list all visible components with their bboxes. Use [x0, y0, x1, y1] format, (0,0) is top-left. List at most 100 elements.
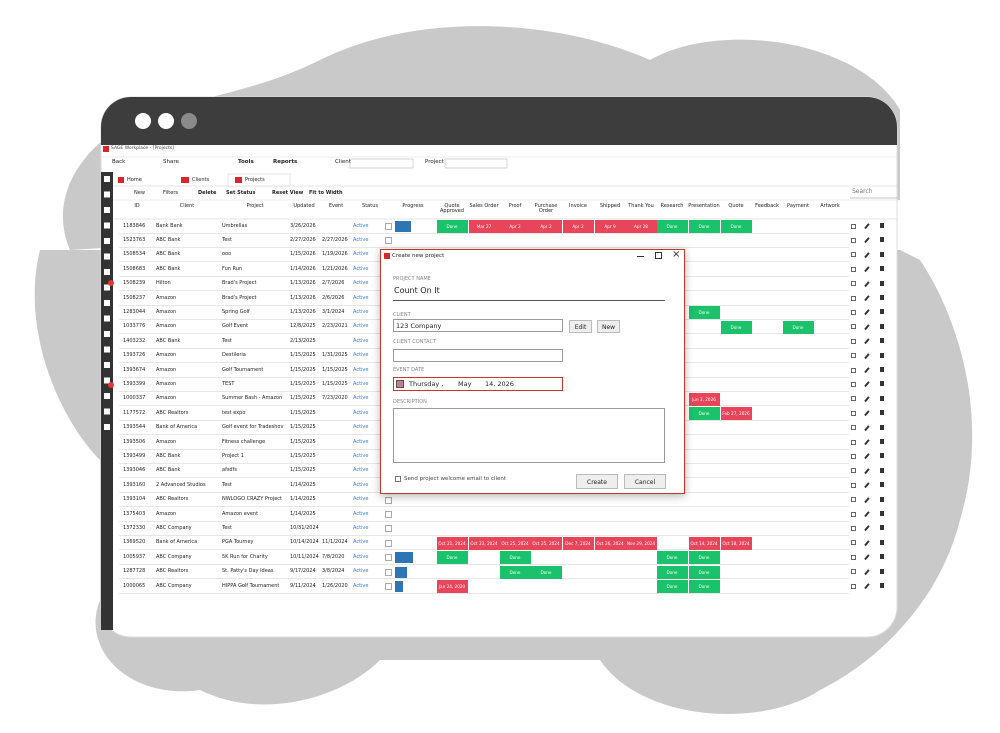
- maximize[interactable]: [655, 252, 662, 259]
- row-dropdown[interactable]: [385, 223, 392, 230]
- row-dropdown[interactable]: [385, 511, 392, 518]
- stage-cell[interactable]: Jan 24, 2020: [436, 580, 468, 593]
- stage-cell[interactable]: Done: [688, 551, 720, 565]
- sidebar-icon[interactable]: [104, 300, 110, 306]
- delete-icon[interactable]: [880, 453, 884, 459]
- delete-icon[interactable]: [880, 496, 884, 502]
- row-checkbox[interactable]: [851, 497, 856, 503]
- action-button[interactable]: New: [134, 190, 145, 196]
- stage-cell[interactable]: Done: [436, 551, 468, 565]
- row-checkbox[interactable]: [851, 439, 856, 445]
- row-checkbox[interactable]: [851, 396, 856, 402]
- stage-cell[interactable]: Mar 27: [468, 220, 500, 233]
- sidebar-icon[interactable]: [104, 253, 110, 260]
- delete-icon[interactable]: [880, 338, 884, 344]
- close[interactable]: ×: [672, 249, 681, 260]
- date-picker[interactable]: [393, 377, 563, 391]
- stage-cell[interactable]: Done: [499, 565, 531, 579]
- client-select[interactable]: 123 Company: [393, 319, 563, 332]
- stage-cell[interactable]: Oct 23, 2024: [468, 536, 500, 550]
- row-checkbox[interactable]: [851, 266, 856, 272]
- row-checkbox[interactable]: [851, 252, 856, 258]
- stage-cell[interactable]: Feb 27, 2026: [720, 407, 752, 421]
- row-checkbox[interactable]: [851, 295, 856, 301]
- sidebar-icon[interactable]: [104, 424, 110, 430]
- sidebar-icon[interactable]: [104, 269, 110, 275]
- delete-icon[interactable]: [880, 525, 884, 531]
- stage-cell[interactable]: Done: [720, 220, 752, 233]
- row-checkbox[interactable]: [851, 324, 856, 330]
- stage-cell[interactable]: Apr 9: [594, 220, 626, 233]
- contact-select[interactable]: [393, 349, 563, 362]
- row-checkbox[interactable]: [851, 569, 856, 575]
- row-checkbox[interactable]: [851, 281, 856, 287]
- row-checkbox[interactable]: [851, 468, 856, 474]
- stage-cell[interactable]: Done: [656, 551, 688, 565]
- stage-cell[interactable]: Oct 18, 2024: [720, 536, 752, 550]
- tools-menu[interactable]: Tools: [238, 159, 254, 165]
- reports-menu[interactable]: Reports: [273, 159, 298, 165]
- stage-cell[interactable]: Done: [688, 306, 720, 320]
- sidebar-icon[interactable]: [104, 362, 110, 368]
- cancel-button[interactable]: Cancel: [624, 474, 666, 489]
- stage-cell[interactable]: Done: [688, 220, 720, 233]
- stage-cell[interactable]: Done: [688, 565, 720, 579]
- row-checkbox[interactable]: [851, 540, 856, 546]
- row-checkbox[interactable]: [851, 583, 856, 589]
- delete-icon[interactable]: [880, 482, 884, 488]
- stage-cell[interactable]: Oct 21, 2024: [436, 536, 468, 550]
- row-dropdown[interactable]: [385, 568, 392, 576]
- stage-cell[interactable]: Apr 2: [530, 220, 562, 233]
- share-button[interactable]: Share: [163, 159, 179, 165]
- sidebar-icon[interactable]: [104, 284, 110, 291]
- sidebar-icon[interactable]: [104, 238, 110, 244]
- row-checkbox[interactable]: [851, 511, 856, 517]
- stage-cell[interactable]: Done: [530, 565, 562, 579]
- action-button[interactable]: Fit to Width: [309, 190, 343, 196]
- delete-icon[interactable]: [880, 323, 884, 329]
- row-checkbox[interactable]: [851, 381, 856, 387]
- sidebar-icon[interactable]: [104, 346, 110, 353]
- row-dropdown[interactable]: [385, 554, 392, 562]
- row-dropdown[interactable]: [385, 539, 392, 547]
- delete-icon[interactable]: [880, 381, 884, 387]
- stage-cell[interactable]: Oct 25, 2024: [530, 536, 562, 550]
- delete-icon[interactable]: [880, 467, 884, 473]
- delete-icon[interactable]: [880, 439, 884, 444]
- sidebar-icon[interactable]: [104, 315, 110, 322]
- stage-cell[interactable]: Oct 25, 2024: [499, 536, 531, 550]
- search-box[interactable]: Search: [852, 188, 873, 195]
- sidebar-icon[interactable]: [104, 222, 110, 229]
- stage-cell[interactable]: Done: [688, 407, 720, 421]
- stage-cell[interactable]: Jun 3, 2026: [688, 392, 720, 406]
- stage-cell[interactable]: Done: [782, 320, 814, 334]
- stage-cell[interactable]: Done: [499, 551, 531, 565]
- project-name-input[interactable]: Count On It: [394, 286, 440, 295]
- delete-icon[interactable]: [880, 539, 884, 545]
- delete-icon[interactable]: [880, 309, 884, 315]
- minimize[interactable]: [637, 256, 644, 257]
- row-checkbox[interactable]: [851, 453, 856, 459]
- row-checkbox[interactable]: [851, 338, 856, 344]
- stage-cell[interactable]: Apr 28: [625, 220, 657, 233]
- action-button[interactable]: Reset View: [272, 190, 304, 196]
- sidebar-icon[interactable]: [104, 207, 110, 213]
- sidebar-icon[interactable]: [104, 408, 110, 415]
- tab[interactable]: Projects: [245, 177, 265, 183]
- new-button[interactable]: New: [597, 320, 620, 333]
- stage-cell[interactable]: Apr 2: [562, 220, 594, 233]
- stage-cell[interactable]: Done: [656, 565, 688, 579]
- delete-icon[interactable]: [880, 251, 884, 257]
- stage-cell[interactable]: Nov 29, 2024: [625, 536, 657, 550]
- delete-icon[interactable]: [880, 223, 884, 228]
- sidebar-icon[interactable]: [104, 176, 110, 182]
- edit-button[interactable]: Edit: [569, 320, 592, 333]
- row-checkbox[interactable]: [851, 353, 856, 359]
- row-dropdown[interactable]: [385, 496, 392, 504]
- stage-cell[interactable]: Done: [436, 220, 468, 233]
- delete-icon[interactable]: [880, 410, 884, 416]
- row-checkbox[interactable]: [851, 367, 856, 373]
- create-button[interactable]: Create: [576, 474, 618, 489]
- stage-cell[interactable]: Oct 26, 2024: [594, 536, 626, 550]
- delete-icon[interactable]: [880, 266, 884, 272]
